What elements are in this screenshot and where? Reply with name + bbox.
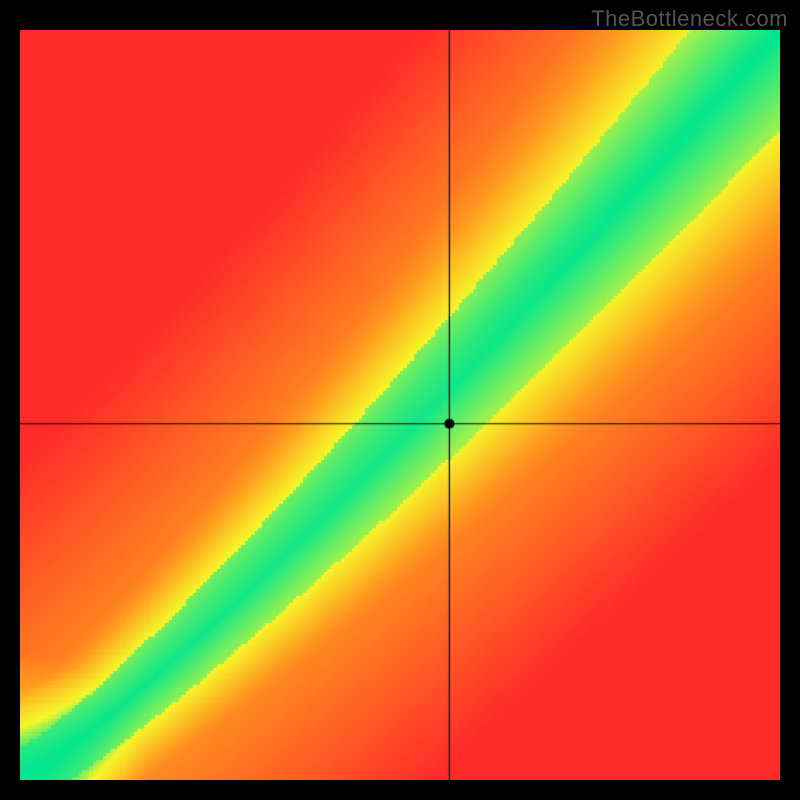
chart-container: TheBottleneck.com [0, 0, 800, 800]
crosshair-overlay [20, 30, 780, 780]
watermark-text: TheBottleneck.com [591, 6, 788, 32]
plot-area [20, 30, 780, 780]
